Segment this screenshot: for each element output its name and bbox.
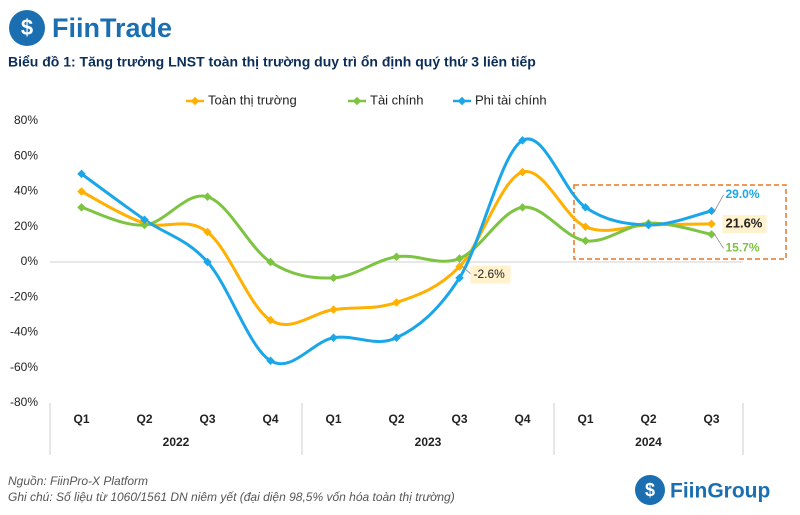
group-label: 2023 bbox=[415, 435, 442, 449]
data-label: 15.7% bbox=[726, 241, 760, 255]
point-marker bbox=[266, 257, 275, 267]
point-marker bbox=[77, 203, 86, 212]
point-marker bbox=[77, 169, 86, 179]
point-marker bbox=[329, 273, 338, 283]
point-marker bbox=[392, 252, 401, 261]
data-label: -2.6% bbox=[474, 267, 506, 281]
logo-glyph: $ bbox=[645, 480, 655, 500]
point-marker bbox=[203, 257, 212, 267]
x-tick-label: Q1 bbox=[577, 412, 593, 426]
point-marker bbox=[518, 203, 527, 212]
logo-top: $ FiinTrade bbox=[9, 10, 172, 46]
y-tick-label: 40% bbox=[14, 184, 38, 198]
point-marker bbox=[329, 305, 338, 314]
point-marker bbox=[455, 262, 464, 271]
point-marker bbox=[266, 356, 275, 365]
group-label: 2024 bbox=[635, 435, 662, 449]
logo-glyph: $ bbox=[21, 15, 33, 40]
x-tick-label: Q3 bbox=[199, 412, 215, 426]
y-tick-label: 80% bbox=[14, 113, 38, 127]
legend-label: Toàn thị trường bbox=[208, 92, 297, 107]
data-label: 21.6% bbox=[726, 215, 763, 230]
point-marker bbox=[266, 315, 275, 325]
logo-icon bbox=[9, 10, 45, 46]
y-tick-label: 60% bbox=[14, 148, 38, 162]
series-line bbox=[80, 137, 712, 366]
y-tick-label: 0% bbox=[21, 254, 39, 268]
point-marker bbox=[581, 236, 590, 246]
x-tick-label: Q2 bbox=[388, 412, 404, 426]
note: Ghi chú: Số liệu từ 1060/1561 DN niêm yế… bbox=[8, 490, 455, 504]
logo-text: FiinTrade bbox=[52, 13, 172, 43]
y-tick-label: -40% bbox=[10, 325, 38, 339]
legend-marker bbox=[190, 96, 200, 106]
y-tick-label: -60% bbox=[10, 360, 38, 374]
point-marker bbox=[140, 220, 149, 230]
group-label: 2022 bbox=[163, 435, 190, 449]
point-marker bbox=[455, 254, 464, 263]
logo-bottom: $ FiinGroup bbox=[635, 475, 770, 505]
x-tick-label: Q2 bbox=[136, 412, 152, 426]
point-marker bbox=[707, 219, 716, 229]
x-tick-label: Q4 bbox=[514, 412, 530, 426]
label-leader bbox=[714, 194, 724, 212]
point-marker bbox=[392, 298, 401, 307]
label-bg bbox=[470, 265, 511, 284]
point-marker bbox=[707, 206, 716, 216]
point-marker bbox=[203, 192, 212, 202]
logo-icon bbox=[635, 475, 665, 505]
point-marker bbox=[392, 333, 401, 343]
point-marker bbox=[455, 273, 464, 283]
legend-marker bbox=[352, 96, 362, 106]
point-marker bbox=[203, 227, 212, 237]
point-marker bbox=[140, 215, 149, 224]
legend-label: Phi tài chính bbox=[475, 92, 547, 107]
source: Nguồn: FiinPro-X Platform bbox=[8, 474, 148, 488]
y-tick-label: -20% bbox=[10, 289, 38, 303]
legend-marker bbox=[457, 96, 467, 106]
legend-label: Tài chính bbox=[370, 92, 423, 107]
x-tick-label: Q2 bbox=[640, 412, 656, 426]
point-marker bbox=[77, 187, 86, 196]
data-label: 29.0% bbox=[726, 187, 760, 201]
highlight-box bbox=[573, 184, 787, 260]
y-tick-label: -80% bbox=[10, 395, 38, 409]
x-tick-label: Q1 bbox=[325, 412, 341, 426]
label-leader bbox=[714, 234, 724, 249]
x-tick-label: Q3 bbox=[703, 412, 719, 426]
point-marker bbox=[329, 333, 338, 343]
logo-text: FiinGroup bbox=[670, 480, 770, 503]
label-leader bbox=[462, 266, 472, 275]
x-tick-label: Q1 bbox=[73, 412, 89, 426]
label-bg bbox=[722, 214, 767, 233]
y-tick-label: 20% bbox=[14, 219, 38, 233]
x-tick-label: Q4 bbox=[262, 412, 278, 426]
x-tick-label: Q3 bbox=[451, 412, 467, 426]
chart-title: Biểu đồ 1: Tăng trưởng LNST toàn thị trư… bbox=[8, 54, 536, 70]
point-marker bbox=[707, 230, 716, 239]
